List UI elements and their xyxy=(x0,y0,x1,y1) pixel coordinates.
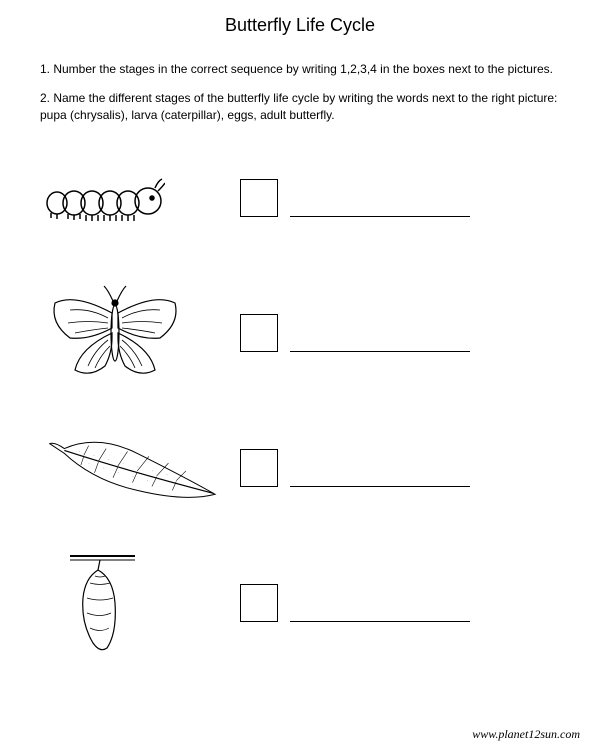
instructions: 1. Number the stages in the correct sequ… xyxy=(40,61,560,123)
stage-row-caterpillar xyxy=(40,143,560,253)
number-box-4[interactable] xyxy=(240,584,278,622)
answer-line-3[interactable] xyxy=(290,486,470,487)
instruction-2: 2. Name the different stages of the butt… xyxy=(40,90,560,124)
footer-credit: www.planet12sun.com xyxy=(472,727,580,742)
leaf-icon xyxy=(40,423,220,513)
stage-row-butterfly xyxy=(40,278,560,388)
number-box-2[interactable] xyxy=(240,314,278,352)
answer-line-2[interactable] xyxy=(290,351,470,352)
stages-container xyxy=(40,143,560,658)
butterfly-icon xyxy=(40,278,220,388)
page-title: Butterfly Life Cycle xyxy=(40,15,560,36)
stage-row-chrysalis xyxy=(40,548,560,658)
answer-line-4[interactable] xyxy=(290,621,470,622)
answer-area-1 xyxy=(240,179,470,217)
number-box-3[interactable] xyxy=(240,449,278,487)
stage-row-leaf xyxy=(40,413,560,523)
number-box-1[interactable] xyxy=(240,179,278,217)
instruction-1: 1. Number the stages in the correct sequ… xyxy=(40,61,560,78)
caterpillar-icon xyxy=(40,171,220,226)
answer-area-3 xyxy=(240,449,470,487)
answer-area-2 xyxy=(240,314,470,352)
chrysalis-icon xyxy=(40,548,220,658)
answer-area-4 xyxy=(240,584,470,622)
answer-line-1[interactable] xyxy=(290,216,470,217)
